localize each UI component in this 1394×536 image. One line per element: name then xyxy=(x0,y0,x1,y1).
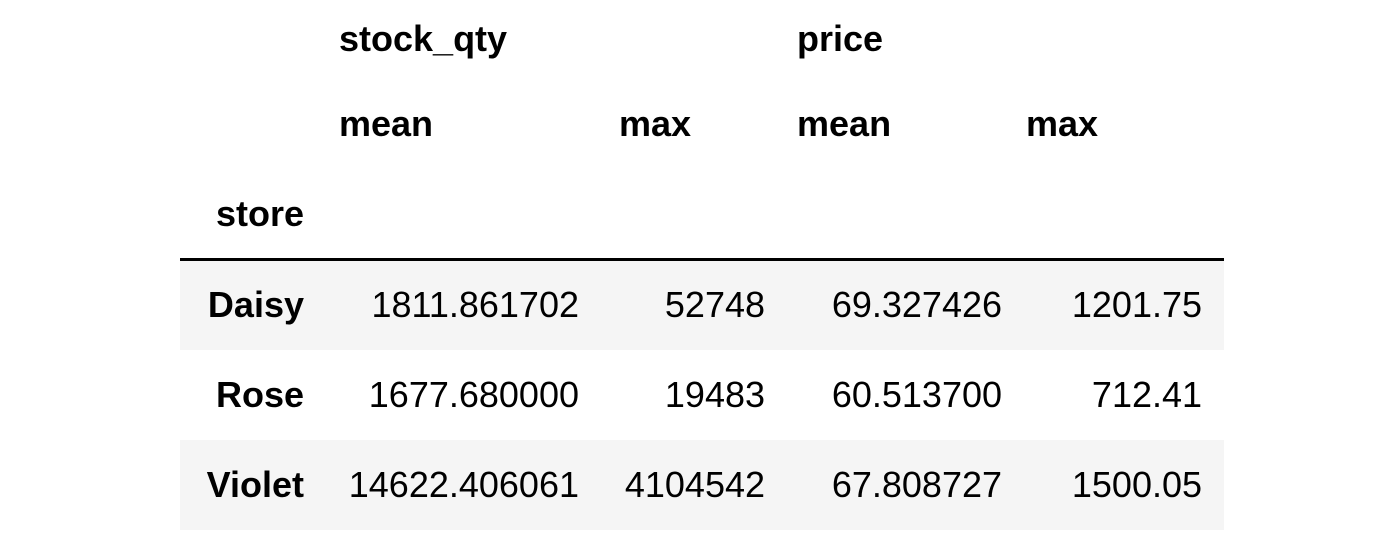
table-row: Daisy 1811.861702 52748 69.327426 1201.7… xyxy=(180,260,1224,350)
column-group-price: price xyxy=(785,0,1224,78)
row-label-rose: Rose xyxy=(180,350,314,440)
table-cell: 1811.861702 xyxy=(314,260,599,350)
table-row: Violet 14622.406061 4104542 67.808727 15… xyxy=(180,440,1224,530)
table-cell: 14622.406061 xyxy=(314,440,599,530)
column-header-price-max: max xyxy=(1022,78,1224,170)
table-cell: 67.808727 xyxy=(785,440,1022,530)
header-row-level-1: mean max mean max xyxy=(180,78,1224,170)
header-corner-2 xyxy=(180,78,314,170)
table-cell: 1201.75 xyxy=(1022,260,1224,350)
table-cell: 1500.05 xyxy=(1022,440,1224,530)
table-cell: 60.513700 xyxy=(785,350,1022,440)
table-cell: 69.327426 xyxy=(785,260,1022,350)
table-cell: 1677.680000 xyxy=(314,350,599,440)
header-row-index-name: store xyxy=(180,170,1224,260)
index-name-spacer-2 xyxy=(599,170,785,260)
table-body: Daisy 1811.861702 52748 69.327426 1201.7… xyxy=(180,260,1224,530)
row-label-daisy: Daisy xyxy=(180,260,314,350)
dataframe-table: stock_qty price mean max mean max store … xyxy=(180,0,1224,530)
table-cell: 52748 xyxy=(599,260,785,350)
header-corner xyxy=(180,0,314,78)
index-name-spacer-4 xyxy=(1022,170,1224,260)
table-cell: 4104542 xyxy=(599,440,785,530)
index-name-spacer-1 xyxy=(314,170,599,260)
table-row: Rose 1677.680000 19483 60.513700 712.41 xyxy=(180,350,1224,440)
column-header-stock-qty-mean: mean xyxy=(314,78,599,170)
table-header: stock_qty price mean max mean max store xyxy=(180,0,1224,260)
index-name-header: store xyxy=(180,170,314,260)
header-row-level-0: stock_qty price xyxy=(180,0,1224,78)
table-cell: 712.41 xyxy=(1022,350,1224,440)
table-cell: 19483 xyxy=(599,350,785,440)
index-name-spacer-3 xyxy=(785,170,1022,260)
column-header-price-mean: mean xyxy=(785,78,1022,170)
column-header-stock-qty-max: max xyxy=(599,78,785,170)
column-group-stock-qty: stock_qty xyxy=(314,0,785,78)
row-label-violet: Violet xyxy=(180,440,314,530)
